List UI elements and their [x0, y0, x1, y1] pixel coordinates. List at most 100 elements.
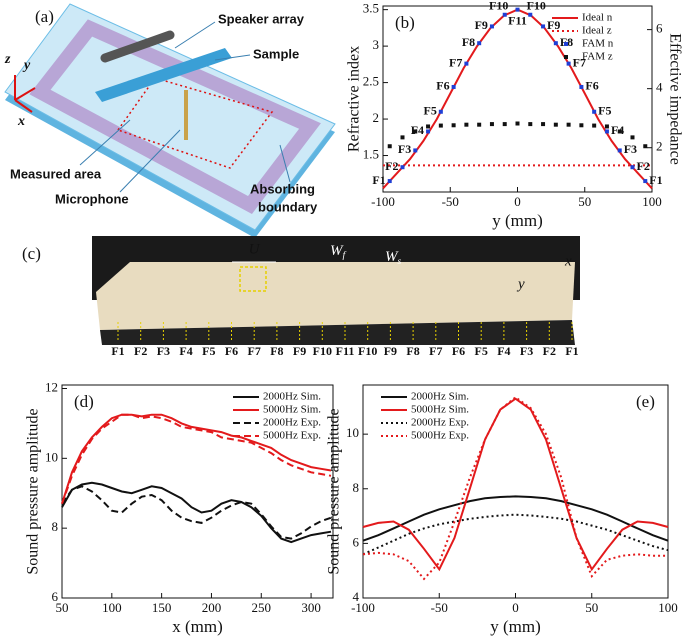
- plot-frame: [362, 384, 669, 599]
- marker: [553, 41, 558, 46]
- marker: [630, 135, 635, 140]
- cell-label: F5: [475, 344, 488, 358]
- marker: [489, 24, 494, 29]
- legend-label: Ideal z: [582, 25, 612, 37]
- point-label: F8: [462, 35, 475, 49]
- marker: [502, 122, 507, 127]
- y-tick-label: 2: [373, 110, 380, 125]
- symbol-sub: r: [343, 376, 347, 387]
- marker: [489, 122, 494, 127]
- series-line: [362, 495, 669, 542]
- series-line: [61, 485, 332, 540]
- series-line: [362, 396, 668, 581]
- marker: [400, 135, 405, 140]
- leader: [174, 21, 216, 49]
- marker: [438, 123, 443, 128]
- marker: [502, 12, 507, 17]
- y-tick-label: 10: [45, 449, 58, 464]
- y-tick-label: 10: [346, 425, 359, 440]
- y-axis-label: Sound pressure amplitude: [326, 408, 343, 574]
- cell-label: F7: [429, 344, 442, 358]
- cell-label: F10: [313, 344, 332, 358]
- axis-y: [14, 87, 36, 101]
- series-line: [61, 413, 332, 505]
- panel-label: (e): [636, 392, 655, 411]
- legend-marker: [564, 55, 568, 59]
- point-label: F11: [508, 13, 527, 27]
- panel-label: (c): [22, 244, 41, 263]
- marker: [400, 165, 405, 170]
- symbol-sub: s: [398, 256, 402, 267]
- label: Absorbing: [250, 181, 315, 196]
- symbol-main: W: [385, 249, 399, 265]
- axis-x: [14, 99, 33, 113]
- label: Microphone: [55, 191, 129, 206]
- point-label: F4: [611, 123, 624, 137]
- cell-label: F4: [179, 344, 192, 358]
- y-axis-label: Refractive index: [346, 46, 363, 152]
- x-tick-label: 100: [658, 600, 678, 615]
- cell-label: F3: [520, 344, 533, 358]
- symbol: Ws: [385, 249, 402, 267]
- x-tick-label: -100: [371, 194, 395, 209]
- y-tick-label: 3.5: [363, 1, 379, 16]
- marker: [617, 148, 622, 153]
- x-tick-label: 100: [642, 194, 662, 209]
- symbol: Lr: [334, 369, 347, 387]
- y-tick-label: 2.5: [363, 74, 379, 89]
- series-line: [362, 397, 669, 572]
- slab-top: [4, 3, 336, 231]
- y-tick-label: 8: [353, 480, 360, 495]
- point-label: F7: [449, 55, 462, 69]
- x-tick-label: -100: [351, 600, 375, 615]
- x-tick-label: 100: [102, 600, 122, 615]
- marker: [515, 7, 520, 12]
- cell-label: F9: [293, 344, 306, 358]
- point-label: F10: [489, 0, 508, 13]
- y-tick-label: 1.5: [363, 147, 379, 162]
- marker: [566, 122, 571, 127]
- plot-frame: [61, 384, 334, 599]
- cell-label: F5: [202, 344, 215, 358]
- y-tick-label: 6: [353, 534, 360, 549]
- point-label: F8: [560, 35, 573, 49]
- axis-name: y: [516, 276, 525, 292]
- marker: [387, 144, 392, 149]
- x-tick-label: 50: [56, 600, 69, 615]
- marker: [426, 124, 431, 129]
- speaker-array: [100, 30, 175, 63]
- legend-marker: [564, 42, 568, 46]
- marker: [413, 129, 418, 134]
- x-tick-label: -50: [442, 194, 459, 209]
- y-tick-label: 6: [52, 589, 59, 604]
- marker: [413, 148, 418, 153]
- y-axis-label: Sound pressure amplitude: [25, 408, 42, 574]
- label: Speaker array: [218, 11, 305, 26]
- x-axis-label: y (mm): [490, 617, 541, 636]
- marker: [477, 122, 482, 127]
- x-tick-label: 0: [512, 600, 519, 615]
- axis-name: z: [4, 52, 11, 67]
- x-tick-label: 0: [514, 194, 521, 209]
- series-line: [382, 8, 653, 190]
- marker: [541, 24, 546, 29]
- point-label: F2: [636, 159, 649, 173]
- marker: [643, 179, 648, 184]
- legend-label: FAM n: [582, 38, 614, 50]
- legend-label: 2000Hz Sim.: [411, 391, 469, 403]
- marker: [464, 122, 469, 127]
- point-label: F9: [475, 18, 488, 32]
- marker: [604, 129, 609, 134]
- sample: [95, 48, 232, 102]
- leader: [119, 129, 181, 193]
- point-label: F2: [385, 159, 398, 173]
- series-line: [61, 413, 332, 505]
- cell-label: F1: [565, 344, 578, 358]
- y2-tick-label: 6: [656, 21, 663, 36]
- axis-name: x: [564, 253, 572, 269]
- x-tick-label: 200: [202, 600, 222, 615]
- cell-label: F8: [270, 344, 283, 358]
- marker: [528, 122, 533, 127]
- symbol-main: L: [334, 369, 343, 385]
